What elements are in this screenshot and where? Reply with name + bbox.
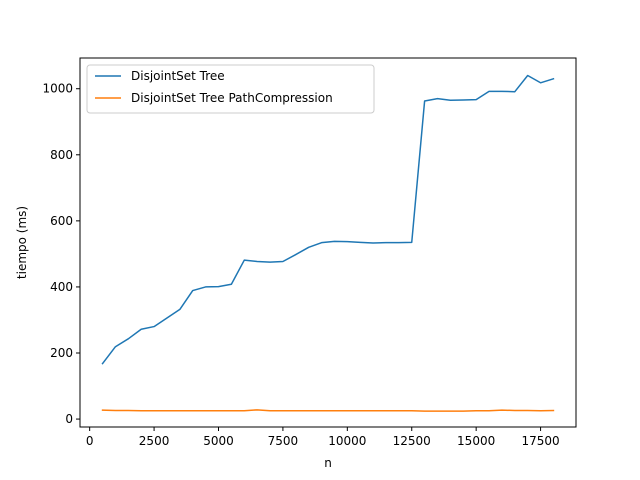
legend-label-1: DisjointSet Tree [131, 69, 225, 83]
x-tick-label: 7500 [268, 434, 299, 448]
legend-box [86, 64, 375, 114]
legend: DisjointSet Tree DisjointSet Tree PathCom… [86, 64, 375, 114]
x-tick-label: 2500 [139, 434, 170, 448]
y-axis-label: tiempo (ms) [15, 206, 29, 279]
x-axis-label: n [324, 456, 332, 470]
legend-label-2: DisjointSet Tree PathCompression [131, 91, 333, 105]
y-axis: 0 200 400 600 800 1000 [42, 82, 80, 426]
x-tick-label: 10000 [328, 434, 366, 448]
x-tick-label: 15000 [457, 434, 495, 448]
x-tick-label: 17500 [521, 434, 559, 448]
y-tick-label: 400 [50, 280, 73, 294]
x-tick-label: 0 [86, 434, 94, 448]
x-axis: 0 2500 5000 7500 10000 12500 15000 17500 [86, 427, 560, 448]
series-line-1 [101, 74, 555, 365]
plot-area-frame [79, 57, 577, 428]
y-tick-label: 600 [50, 214, 73, 228]
x-tick-label: 5000 [203, 434, 234, 448]
y-tick-label: 1000 [42, 82, 73, 96]
y-tick-label: 0 [65, 412, 73, 426]
x-tick-label: 12500 [393, 434, 431, 448]
y-tick-label: 200 [50, 346, 73, 360]
series-line-2 [101, 409, 555, 412]
series-layer [101, 74, 555, 412]
y-tick-label: 800 [50, 148, 73, 162]
